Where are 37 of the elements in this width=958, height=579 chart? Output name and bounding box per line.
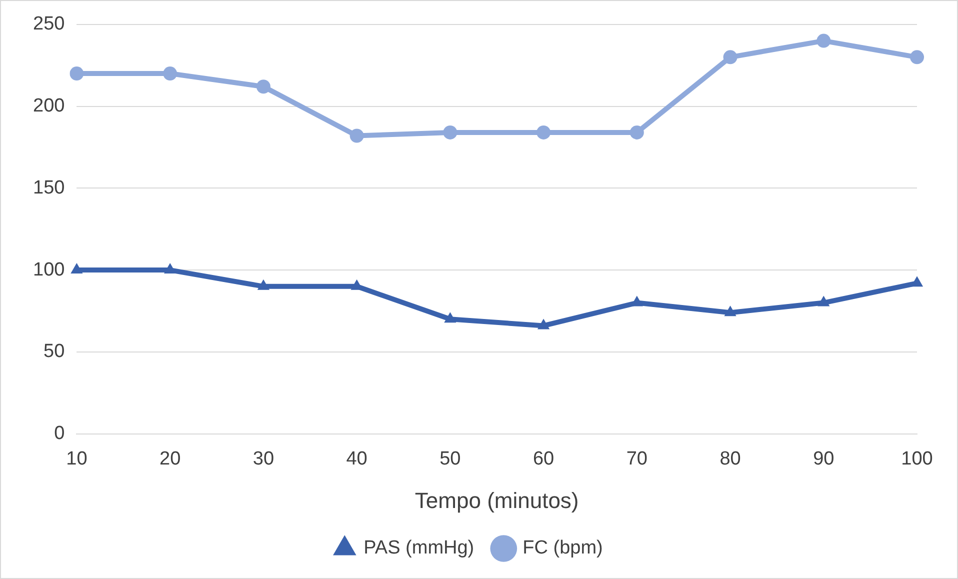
point bbox=[443, 125, 458, 140]
x-tick-label: 60 bbox=[532, 448, 554, 470]
x-tick-label: 90 bbox=[813, 448, 834, 470]
point bbox=[537, 318, 550, 330]
y-tick-label: 200 bbox=[33, 96, 65, 117]
legend-label: FC (bpm) bbox=[522, 538, 603, 559]
point bbox=[910, 50, 924, 64]
x-tick-label: 10 bbox=[66, 448, 88, 470]
point bbox=[350, 128, 364, 143]
point bbox=[818, 296, 830, 306]
point bbox=[444, 312, 456, 323]
x-tick-label: 80 bbox=[720, 448, 741, 470]
y-tick-label: 150 bbox=[33, 177, 65, 198]
x-tick-label: 30 bbox=[252, 448, 274, 470]
legend-label: PAS (mmHg) bbox=[364, 538, 474, 559]
point bbox=[163, 66, 178, 81]
y-tick-label: 250 bbox=[33, 14, 65, 35]
x-tick-label: 100 bbox=[901, 448, 933, 470]
y-tick-label: 100 bbox=[33, 259, 65, 280]
point bbox=[536, 125, 551, 140]
x-tick-label: 20 bbox=[159, 448, 181, 470]
point bbox=[723, 50, 738, 64]
point bbox=[256, 80, 270, 94]
y-tick-label: 50 bbox=[44, 341, 65, 362]
point bbox=[816, 34, 831, 48]
point bbox=[910, 276, 924, 287]
point bbox=[724, 306, 736, 316]
x-tick-label: 50 bbox=[440, 448, 461, 470]
y-tick-label: 0 bbox=[54, 423, 65, 444]
x-tick-label: 70 bbox=[626, 448, 648, 470]
point bbox=[630, 125, 644, 140]
point bbox=[70, 263, 83, 274]
x-tick-label: 40 bbox=[346, 448, 368, 470]
x-axis-title: Tempo (minutos) bbox=[414, 488, 579, 513]
point bbox=[164, 263, 176, 274]
point bbox=[257, 279, 270, 290]
point bbox=[70, 66, 84, 81]
